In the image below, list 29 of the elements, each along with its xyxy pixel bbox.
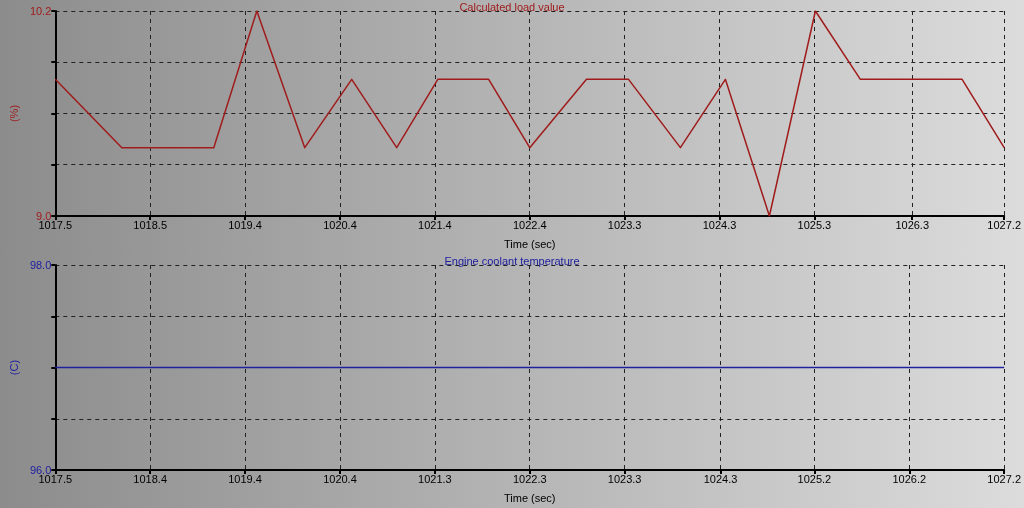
- y-tick-label: 98.0: [29, 259, 52, 271]
- x-tick-label: 1021.4: [418, 218, 452, 231]
- x-tick-label: 1018.4: [133, 472, 168, 485]
- x-tick-label: 1024.3: [703, 472, 738, 485]
- x-tick-label: 1020.4: [323, 218, 357, 231]
- x-tick-label: 1022.3: [512, 472, 547, 485]
- x-axis-title: Time (sec): [503, 491, 556, 504]
- y-axis-title: (%): [7, 104, 20, 123]
- x-tick-label: 1024.3: [702, 218, 737, 231]
- x-tick-label: 1027.2: [987, 218, 1022, 231]
- line-series: [54, 10, 1005, 217]
- x-tick-label: 1018.5: [133, 218, 168, 231]
- x-tick-label: 1027.2: [987, 472, 1022, 485]
- x-tick-label: 1023.3: [607, 218, 642, 231]
- y-axis-title: (C): [7, 359, 20, 376]
- x-axis-title: Time (sec): [503, 237, 556, 250]
- y-tick-label: 10.2: [29, 5, 52, 17]
- chart-title: Calculated load value: [459, 0, 565, 13]
- x-tick-label: 1026.2: [892, 472, 927, 485]
- x-tick-label: 1025.2: [797, 472, 832, 485]
- x-tick-label: 1023.3: [607, 472, 642, 485]
- x-tick-label: 1019.4: [228, 472, 262, 485]
- chart-title: Engine coolant temperature: [444, 254, 580, 267]
- x-tick-label: 1019.4: [228, 218, 262, 231]
- x-tick-label: 1020.4: [323, 472, 357, 485]
- x-tick-label: 1021.3: [418, 472, 452, 485]
- x-tick-label: 1022.4: [512, 218, 547, 231]
- x-tick-label: 1026.3: [895, 218, 930, 231]
- x-tick-label: 1025.3: [797, 218, 832, 231]
